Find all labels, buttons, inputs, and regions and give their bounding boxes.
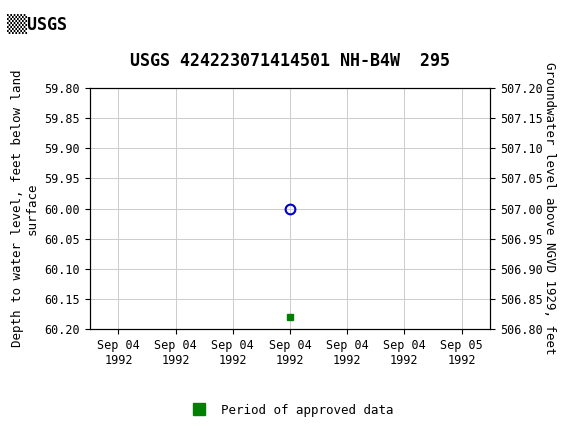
Y-axis label: Depth to water level, feet below land
surface: Depth to water level, feet below land su… (11, 70, 39, 347)
Y-axis label: Groundwater level above NGVD 1929, feet: Groundwater level above NGVD 1929, feet (543, 62, 556, 355)
Text: ▒▒USGS: ▒▒USGS (7, 14, 67, 34)
Legend: Period of approved data: Period of approved data (181, 399, 399, 421)
Bar (3, 3, 104, 46)
Text: USGS 424223071414501 NH-B4W  295: USGS 424223071414501 NH-B4W 295 (130, 52, 450, 70)
